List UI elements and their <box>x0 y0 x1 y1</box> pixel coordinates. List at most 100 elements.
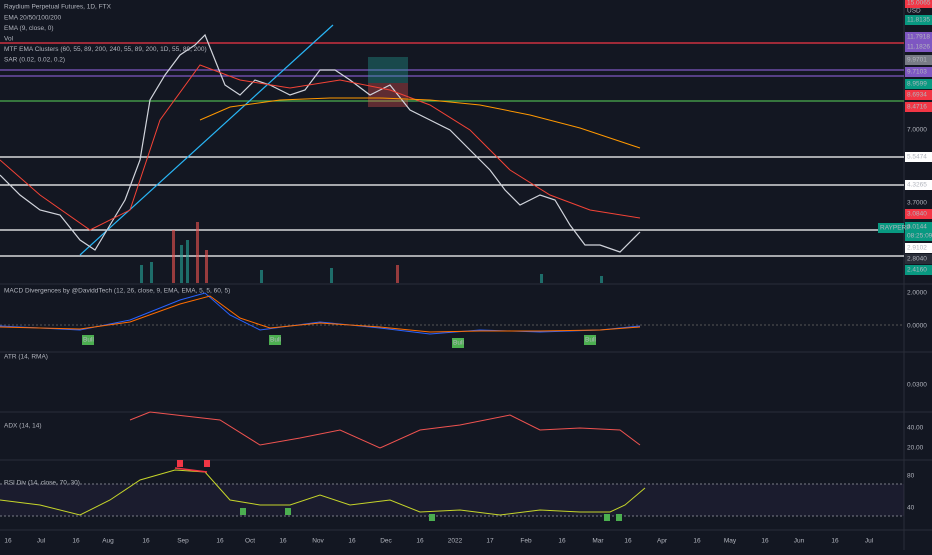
price-tag <box>905 67 932 77</box>
rsi-markers <box>177 460 622 521</box>
price-tag <box>905 79 932 89</box>
price-label: 8.4716 <box>907 104 927 111</box>
time-label: 16 <box>348 538 356 545</box>
price-tag <box>905 152 932 162</box>
price-label: 9.9701 <box>907 57 927 64</box>
price-tag <box>905 32 932 42</box>
time-label: Jul <box>37 538 46 545</box>
price-label: 3.7000 <box>907 200 927 207</box>
chart-title: Raydium Perpetual Futures, 1D, FTX <box>4 4 112 11</box>
symbol-tag <box>878 223 904 233</box>
bull-tag <box>82 335 94 345</box>
bull-tag <box>584 335 596 345</box>
bear-div <box>174 467 208 473</box>
price-label: 8.6934 <box>907 92 927 99</box>
time-label: 2022 <box>448 538 463 545</box>
time-label: Nov <box>312 538 324 545</box>
price-tag <box>905 231 932 241</box>
trend-line <box>79 24 334 256</box>
ema200-line <box>199 97 641 149</box>
price-label: 4.3265 <box>907 182 927 189</box>
price-label: 11.8135 <box>907 17 930 24</box>
pane-tick: 20.00 <box>907 445 924 452</box>
legend-entry: MTF EMA Clusters (60, 55, 89, 200, 240, … <box>4 46 207 53</box>
price-tag <box>905 15 932 25</box>
pane-tick: 80 <box>907 473 915 480</box>
price-tag <box>905 222 932 232</box>
time-label: 16 <box>693 538 701 545</box>
price-tag <box>905 180 932 190</box>
pane-tick: 40.00 <box>907 425 924 432</box>
pane-tick: 0.0000 <box>907 323 927 330</box>
time-label: Oct <box>245 538 255 545</box>
time-label: 16 <box>624 538 632 545</box>
legend-entry: EMA (9, close, 0) <box>4 25 54 32</box>
bull-label: Bull <box>83 337 94 344</box>
time-label: 16 <box>72 538 80 545</box>
legend-entry: EMA 20/50/100/200 <box>4 15 61 22</box>
price-tag <box>905 209 932 219</box>
pane-title: MACD Divergences by @DaviddTech (12, 26,… <box>4 288 230 295</box>
time-label: 17 <box>486 538 494 545</box>
price-label: 8.9599 <box>907 81 927 88</box>
zone-box <box>368 57 408 83</box>
price-tag <box>905 254 932 264</box>
price-tag <box>905 102 932 112</box>
price-label: 2.4160 <box>907 267 927 274</box>
rsi-band <box>0 484 904 516</box>
time-label: Jul <box>865 538 874 545</box>
signal-line <box>0 295 641 333</box>
price-label: 2.9102 <box>907 245 927 252</box>
pane-title: ADX (14, 14) <box>4 423 42 430</box>
symbol-label: RAYPERP <box>880 225 911 232</box>
time-label: Sep <box>177 538 189 545</box>
time-label: Dec <box>380 538 392 545</box>
time-label: 16 <box>416 538 424 545</box>
price-label: 3.0144 <box>907 224 927 231</box>
price-line <box>0 33 641 253</box>
legend-entry: Vol <box>4 36 14 43</box>
bull-label: Bull <box>453 340 464 347</box>
time-label: 16 <box>558 538 566 545</box>
price-label: 11.1826 <box>907 44 930 51</box>
volume <box>140 222 603 283</box>
pane-tick: 2.0000 <box>907 290 927 297</box>
time-label: 16 <box>761 538 769 545</box>
bull-tag <box>269 335 281 345</box>
price-label: 7.0000 <box>907 127 927 134</box>
pane-tick: 40 <box>907 505 915 512</box>
ema-line <box>0 64 641 231</box>
time-label: 16 <box>4 538 12 545</box>
time-label: 16 <box>279 538 287 545</box>
price-label: 2.8040 <box>907 256 927 263</box>
time-label: Mar <box>592 538 604 545</box>
rsi-line <box>0 469 646 516</box>
pane-tick: 0.0300 <box>907 382 927 389</box>
price-label: USD <box>907 8 921 15</box>
price-label: 3.0840 <box>907 211 927 218</box>
price-label: 08:25:09 <box>907 233 932 240</box>
price-tag <box>905 90 932 100</box>
time-label: Aug <box>102 538 114 545</box>
time-label: 16 <box>142 538 150 545</box>
pane-title: ATR (14, RMA) <box>4 354 48 361</box>
price-tag <box>905 42 932 52</box>
bull-label: Bull <box>585 337 596 344</box>
price-label: 15.0065 <box>907 0 931 7</box>
pane-title: RSI Div (14, close, 70, 30) <box>4 480 80 487</box>
time-label: May <box>724 538 737 545</box>
price-tag <box>905 243 932 253</box>
levels <box>0 42 904 257</box>
legend-entry: SAR (0.02, 0.02, 0.2) <box>4 57 65 64</box>
time-label: Feb <box>520 538 532 545</box>
time-label: 16 <box>216 538 224 545</box>
time-label: 16 <box>831 538 839 545</box>
price-tag <box>905 55 932 65</box>
price-tag <box>905 265 932 275</box>
price-label: 9.7103 <box>907 69 927 76</box>
bull-label: Bull <box>270 337 281 344</box>
